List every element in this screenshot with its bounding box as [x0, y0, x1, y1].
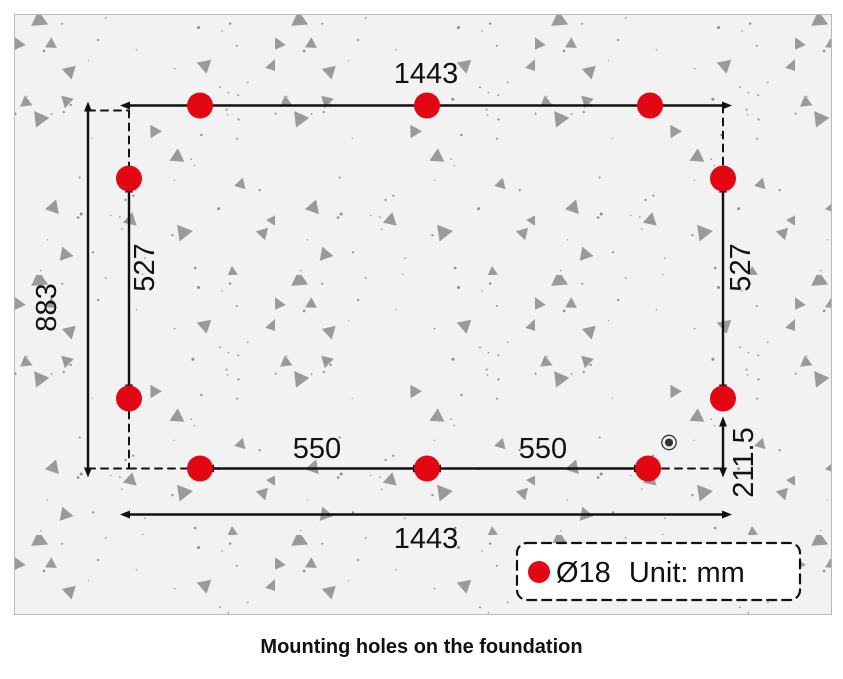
- svg-text:1443: 1443: [394, 523, 459, 555]
- svg-text:527: 527: [725, 243, 757, 291]
- svg-text:1443: 1443: [394, 58, 459, 90]
- svg-text:883: 883: [31, 283, 63, 331]
- svg-text:211.5: 211.5: [728, 427, 760, 497]
- svg-text:527: 527: [129, 243, 161, 291]
- svg-text:550: 550: [293, 433, 341, 465]
- svg-text:550: 550: [519, 433, 567, 465]
